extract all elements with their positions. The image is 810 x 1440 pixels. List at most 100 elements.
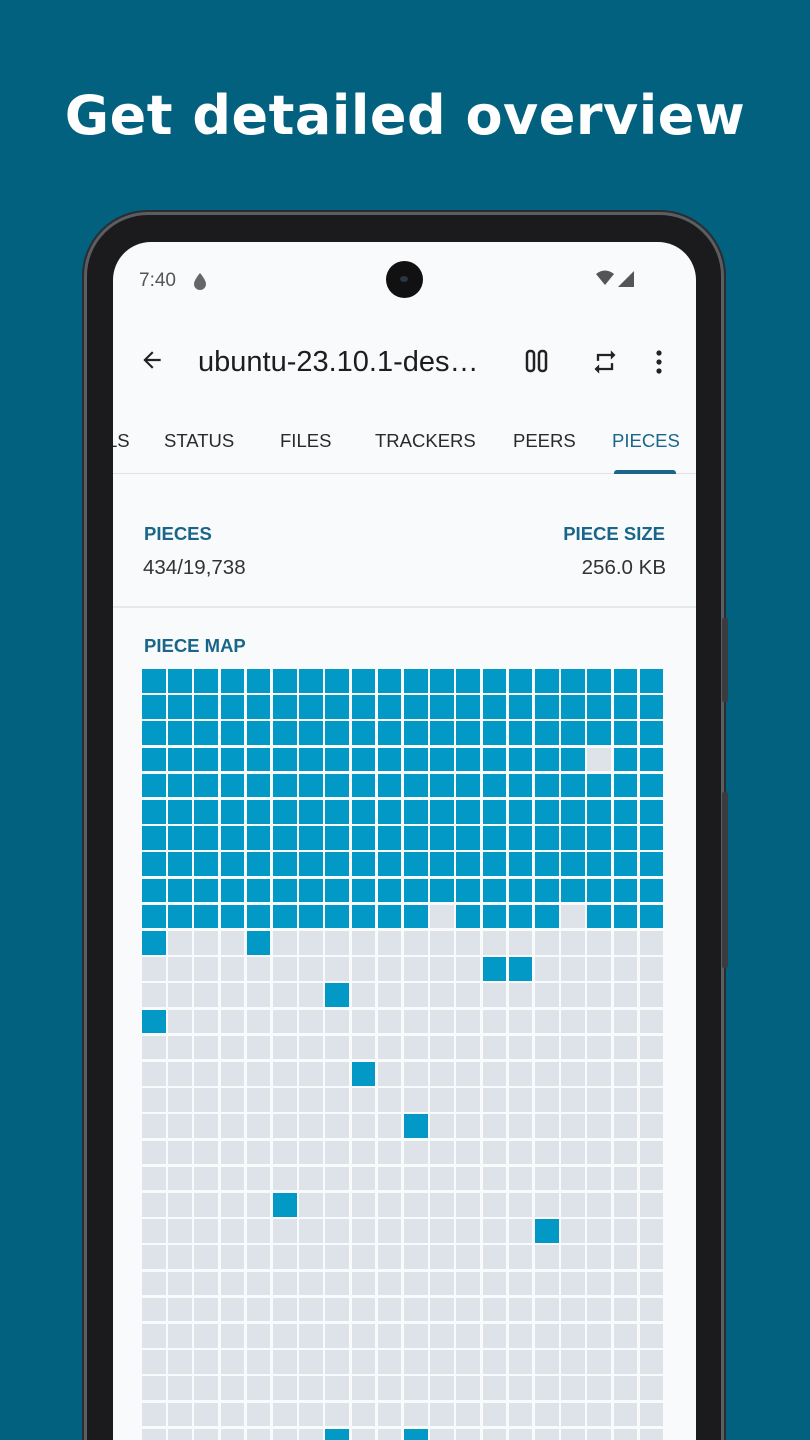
piece-cell-missing: [325, 1324, 349, 1348]
piece-cell-missing: [430, 1402, 454, 1427]
piece-size-label: PIECE SIZE: [563, 523, 665, 544]
tab-pieces[interactable]: PIECES: [612, 430, 680, 451]
piece-cell-downloaded: [482, 826, 507, 850]
piece-cell-missing: [613, 1271, 638, 1296]
piece-cell-missing: [430, 1428, 454, 1440]
piece-cell-downloaded: [194, 695, 218, 719]
piece-cell-missing: [535, 1376, 559, 1400]
piece-cell-missing: [456, 1271, 480, 1296]
piece-cell-downloaded: [299, 669, 323, 693]
piece-cell-missing: [299, 1428, 323, 1440]
piece-cell-missing: [482, 1009, 507, 1034]
piece-cell-missing: [142, 1088, 166, 1112]
piece-cell-missing: [246, 1009, 271, 1034]
piece-cell-downloaded: [482, 773, 507, 798]
piece-cell-missing: [351, 1114, 376, 1138]
piece-cell-missing: [561, 1297, 585, 1322]
piece-cell-missing: [456, 1088, 480, 1112]
piece-cell-missing: [299, 1376, 323, 1400]
piece-cell-missing: [377, 1219, 402, 1243]
piece-cell-downloaded: [561, 878, 585, 903]
piece-cell-missing: [482, 1428, 507, 1440]
piece-cell-missing: [273, 1062, 297, 1086]
piece-cell-missing: [220, 1114, 245, 1138]
piece-cell-downloaded: [639, 773, 664, 798]
piece-cell-downloaded: [377, 800, 402, 824]
back-arrow-icon[interactable]: [139, 347, 165, 373]
piece-cell-missing: [535, 1297, 559, 1322]
piece-cell-missing: [535, 1324, 559, 1348]
piece-cell-missing: [246, 1297, 271, 1322]
piece-cell-downloaded: [168, 878, 192, 903]
piece-cell-missing: [194, 1245, 218, 1269]
piece-cell-downloaded: [587, 669, 611, 693]
piece-cell-missing: [587, 1376, 611, 1400]
piece-cell-missing: [299, 1035, 323, 1060]
piece-cell-missing: [587, 1114, 611, 1138]
tab-details[interactable]: LS: [113, 430, 130, 451]
piece-cell-missing: [404, 957, 428, 981]
piece-cell-missing: [508, 1009, 533, 1034]
piece-cell-downloaded: [535, 904, 559, 929]
piece-cell-missing: [639, 1350, 664, 1374]
volume-button: [722, 618, 728, 702]
tab-trackers[interactable]: TRACKERS: [375, 430, 476, 451]
piece-cell-downloaded: [299, 904, 323, 929]
piece-cell-downloaded: [220, 721, 245, 745]
piece-cell-downloaded: [430, 852, 454, 876]
piece-cell-missing: [351, 1035, 376, 1060]
piece-cell-missing: [639, 1114, 664, 1138]
piece-cell-downloaded: [220, 773, 245, 798]
piece-cell-missing: [430, 1193, 454, 1217]
piece-cell-downloaded: [377, 695, 402, 719]
piece-cell-missing: [142, 1166, 166, 1191]
piece-cell-downloaded: [613, 878, 638, 903]
piece-cell-downloaded: [456, 721, 480, 745]
pieces-value: 434/19,738: [143, 556, 246, 579]
piece-cell-downloaded: [535, 826, 559, 850]
piece-cell-missing: [613, 1009, 638, 1034]
piece-cell-downloaded: [325, 1428, 349, 1440]
piece-cell-missing: [273, 983, 297, 1007]
piece-cell-downloaded: [404, 747, 428, 772]
piece-cell-downloaded: [456, 669, 480, 693]
piece-cell-downloaded: [351, 669, 376, 693]
piece-cell-downloaded: [273, 747, 297, 772]
piece-cell-downloaded: [325, 721, 349, 745]
piece-cell-missing: [325, 1271, 349, 1296]
piece-cell-missing: [535, 1428, 559, 1440]
piece-cell-missing: [639, 1297, 664, 1322]
piece-cell-downloaded: [273, 800, 297, 824]
piece-cell-missing: [273, 931, 297, 955]
tab-status[interactable]: STATUS: [164, 430, 235, 451]
piece-cell-missing: [325, 931, 349, 955]
piece-cell-missing: [194, 1324, 218, 1348]
piece-cell-missing: [168, 1009, 192, 1034]
tab-files[interactable]: FILES: [280, 430, 332, 451]
piece-cell-downloaded: [325, 747, 349, 772]
piece-cell-missing: [613, 1350, 638, 1374]
piece-cell-downloaded: [246, 878, 271, 903]
piece-cell-downloaded: [246, 852, 271, 876]
piece-cell-downloaded: [168, 773, 192, 798]
piece-cell-missing: [220, 1062, 245, 1086]
pause-icon[interactable]: [525, 348, 549, 374]
piece-map-grid: [142, 669, 668, 1440]
more-vert-icon[interactable]: [653, 348, 665, 376]
piece-cell-missing: [561, 1324, 585, 1348]
piece-cell-missing: [404, 1219, 428, 1243]
piece-cell-missing: [508, 1350, 533, 1374]
piece-cell-downloaded: [587, 695, 611, 719]
tab-peers[interactable]: PEERS: [513, 430, 576, 451]
piece-cell-downloaded: [482, 878, 507, 903]
piece-cell-downloaded: [273, 904, 297, 929]
piece-cell-downloaded: [482, 695, 507, 719]
piece-cell-missing: [377, 1402, 402, 1427]
repeat-icon[interactable]: [591, 348, 619, 376]
piece-cell-missing: [142, 1297, 166, 1322]
piece-cell-missing: [561, 983, 585, 1007]
piece-cell-downloaded: [404, 878, 428, 903]
piece-cell-missing: [351, 983, 376, 1007]
piece-cell-missing: [430, 1297, 454, 1322]
piece-cell-missing: [430, 1376, 454, 1400]
